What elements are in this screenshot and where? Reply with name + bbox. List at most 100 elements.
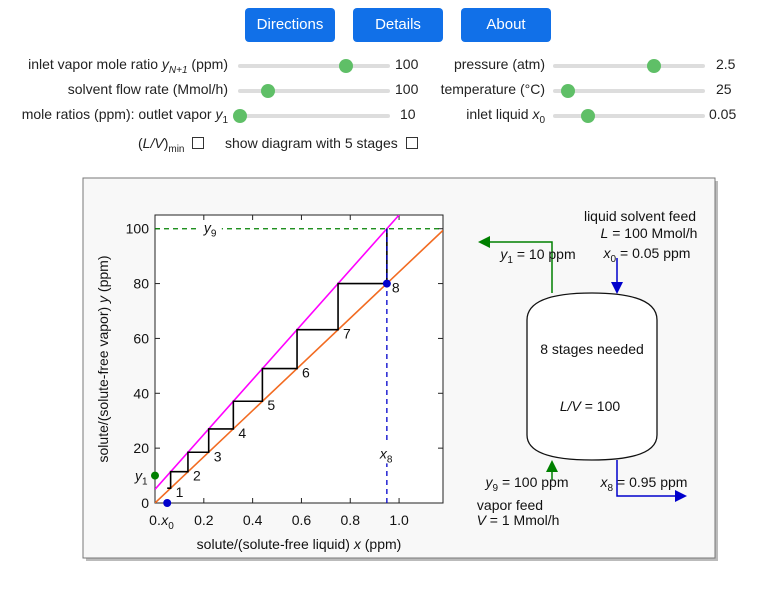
- series-line: [155, 215, 400, 490]
- x0-label: x0: [160, 512, 174, 532]
- text-part: x: [160, 512, 169, 528]
- text-part: V: [477, 512, 488, 528]
- checkbox-box[interactable]: [405, 137, 418, 149]
- stage-label: 4: [238, 425, 246, 441]
- arrow-vapor-out: [488, 241, 553, 293]
- directions-button[interactable]: Directions: [245, 8, 335, 42]
- arrowhead: [611, 282, 623, 294]
- y9-label: y9: [203, 220, 217, 240]
- slider-value: 25: [716, 81, 732, 97]
- x8-out: x8 = 0.95 ppm: [600, 474, 688, 494]
- slider[interactable]: [238, 59, 390, 73]
- text-part: 0: [611, 254, 617, 265]
- series-line: [155, 229, 443, 503]
- text-part: (ppm): [361, 536, 401, 552]
- vapor-flow: V = 1 Mmol/h: [477, 512, 560, 528]
- slider-label: solvent flow rate (Mmol/h): [67, 81, 228, 97]
- y-tick-label: 40: [133, 385, 149, 401]
- text-part: x: [379, 445, 388, 461]
- text-part: = 1 Mmol/h: [486, 512, 560, 528]
- slider[interactable]: [553, 84, 705, 98]
- label-bg: [377, 443, 398, 464]
- slider-thumb[interactable]: [561, 84, 575, 98]
- x0-feed: x0 = 0.05 ppm: [603, 245, 691, 265]
- checkbox[interactable]: (L/V)min: [138, 135, 205, 155]
- text-part: y: [485, 474, 494, 490]
- x-tick-label: 0.: [149, 512, 161, 528]
- text-part: 1: [507, 255, 513, 266]
- text-part: = 0.95 ppm: [613, 474, 687, 490]
- slider-value: 10: [400, 106, 416, 122]
- series-line: [167, 228, 388, 489]
- y-tick-label: 100: [126, 221, 150, 237]
- stage-label: 2: [193, 468, 201, 484]
- slider[interactable]: [553, 59, 705, 73]
- text-part: x: [603, 245, 612, 261]
- label-bg: [197, 220, 222, 237]
- text-part: 9: [211, 229, 217, 240]
- text-part: solute/(solute-free liquid): [197, 536, 354, 552]
- arrow-liquid-out: [616, 460, 677, 497]
- y9-feed: y9 = 100 ppm: [485, 474, 569, 494]
- y-tick-label: 20: [133, 440, 149, 456]
- slider-label: pressure (atm): [453, 56, 545, 72]
- details-button[interactable]: Details: [353, 8, 443, 42]
- end-point: [382, 279, 391, 288]
- slider-value: 2.5: [716, 56, 736, 72]
- slider-label: temperature (°C): [440, 81, 545, 97]
- stage-label: 7: [343, 326, 351, 342]
- slider[interactable]: [553, 109, 705, 123]
- about-button[interactable]: About: [461, 8, 551, 42]
- slider-value: 100: [395, 56, 419, 72]
- stage-label: 8: [392, 280, 400, 296]
- arrowhead: [546, 460, 558, 472]
- y-tick-label: 60: [133, 330, 149, 346]
- slider-thumb[interactable]: [261, 84, 275, 98]
- text-part: = 0.05 ppm: [616, 245, 690, 261]
- y1-label: y1: [134, 468, 148, 488]
- slider-thumb[interactable]: [339, 59, 353, 73]
- x-tick-label: 0.2: [194, 512, 214, 528]
- text-part: 0: [168, 521, 174, 532]
- liquid-flow: L = 100 Mmol/h: [601, 225, 698, 241]
- slider-label: inlet liquid x0: [466, 106, 545, 126]
- text-part: = 100 Mmol/h: [608, 225, 697, 241]
- stage-label: 1: [176, 484, 184, 500]
- text-part: 9: [493, 483, 499, 494]
- slider-thumb[interactable]: [581, 109, 595, 123]
- slider-label: inlet vapor mole ratio yN+1 (ppm): [28, 56, 228, 76]
- slider[interactable]: [238, 84, 390, 98]
- text-part: 8: [608, 483, 614, 494]
- plot-frame: [154, 214, 444, 504]
- stages-needed: 8 stages needed: [540, 341, 644, 357]
- slider-thumb[interactable]: [647, 59, 661, 73]
- y-tick-label: 0: [141, 495, 149, 511]
- slider-thumb[interactable]: [233, 109, 247, 123]
- checkbox-box[interactable]: [192, 137, 205, 149]
- x-tick-label: 0.6: [292, 512, 312, 528]
- x-tick-label: 1.0: [389, 512, 409, 528]
- arrowhead: [675, 490, 687, 502]
- text-part: y: [203, 220, 212, 236]
- text-part: solute/(solute-free vapor): [95, 303, 111, 463]
- x-tick-label: 0.8: [341, 512, 361, 528]
- text-part: = 100 ppm: [498, 474, 568, 490]
- slider-value: 0.05: [709, 106, 737, 122]
- text-part: y: [95, 295, 111, 304]
- y-tick-label: 80: [133, 276, 149, 292]
- text-part: L/V: [560, 398, 583, 414]
- slider-value: 100: [395, 81, 419, 97]
- text-part: 1: [142, 477, 148, 488]
- text-part: y: [134, 468, 143, 484]
- checkbox[interactable]: show diagram with 5 stages: [225, 135, 418, 151]
- solvent-feed: liquid solvent feed: [584, 208, 696, 224]
- stage-label: 3: [214, 448, 222, 464]
- plot-area: [155, 215, 443, 503]
- stage-label: 6: [302, 365, 310, 381]
- slider[interactable]: [233, 109, 390, 123]
- y1-out: y1 = 10 ppm: [499, 246, 575, 266]
- x0-point: [163, 499, 172, 507]
- stage-label: 5: [267, 397, 275, 413]
- text-part: x: [353, 536, 362, 552]
